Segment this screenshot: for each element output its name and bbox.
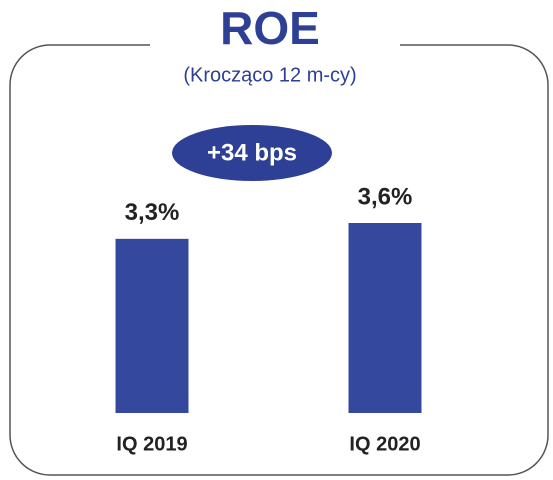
chart-subtitle: (Krocząco 12 m-cy): [183, 64, 356, 86]
annotation-badge: [172, 125, 332, 181]
chart-title: ROE: [220, 2, 320, 54]
value-label: 3,6%: [358, 183, 413, 210]
bar: [115, 238, 189, 413]
x-tick-label: IQ 2020: [349, 433, 420, 455]
annotation: +34 bps: [207, 139, 297, 166]
bar: [348, 223, 422, 413]
frame: [9, 44, 549, 476]
x-tick-label: IQ 2019: [116, 433, 187, 455]
value-label: 3,3%: [125, 199, 180, 226]
